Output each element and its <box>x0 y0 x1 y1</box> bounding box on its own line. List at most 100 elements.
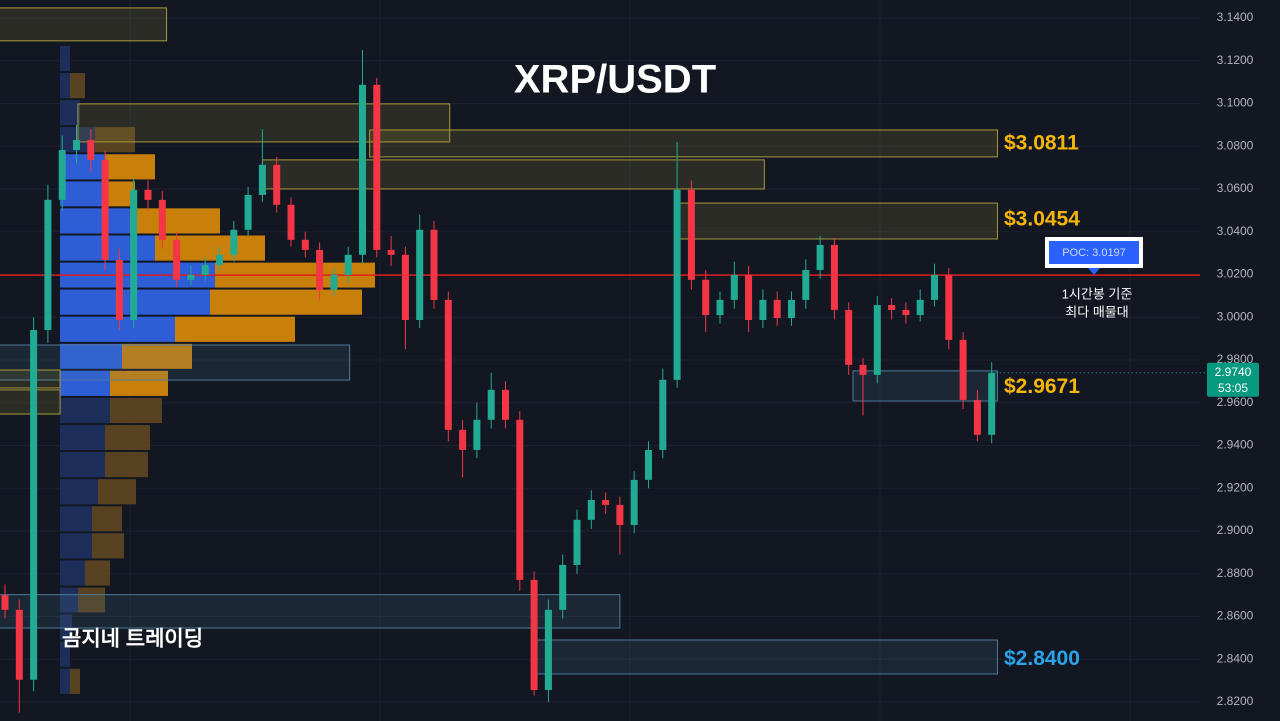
profile-buy <box>60 343 122 369</box>
poc-note: 최다 매물대 <box>1065 304 1128 319</box>
candle-body <box>58 150 66 200</box>
poc-label: POC: 3.0197 <box>1062 247 1126 259</box>
candle-body <box>387 249 395 255</box>
candle-body <box>416 229 424 320</box>
candle-body <box>973 399 981 435</box>
profile-sell <box>70 73 85 99</box>
candle-body <box>716 299 724 316</box>
y-tick-label: 2.8200 <box>1217 694 1254 708</box>
candle-body <box>44 199 52 331</box>
candle-body <box>630 479 638 525</box>
y-tick-label: 3.0400 <box>1217 224 1254 238</box>
candle-body <box>216 254 223 265</box>
y-tick-label: 2.9400 <box>1217 438 1254 452</box>
profile-buy <box>60 100 80 126</box>
candle-body <box>902 309 910 316</box>
profile-sell <box>122 343 192 369</box>
profile-buy <box>60 641 70 667</box>
candle-body <box>1 595 9 610</box>
plot: 3.1400 3.1200 3.1000 3.0800 3.0600 3.0400 3.02… <box>0 7 1259 713</box>
candle-body <box>802 269 810 300</box>
zone <box>0 7 168 42</box>
candle-body <box>859 364 867 375</box>
profile-buy <box>60 397 110 424</box>
zone <box>0 344 351 381</box>
candle-body <box>173 239 181 280</box>
profile-buy <box>60 208 130 234</box>
candle-body <box>287 204 295 240</box>
candle-body <box>931 274 938 300</box>
candle-body <box>301 239 309 250</box>
profile-buy <box>60 370 110 396</box>
candle-body <box>244 194 252 230</box>
candle-body <box>587 499 595 520</box>
zone <box>261 159 765 190</box>
zone <box>0 389 61 415</box>
profile-sell <box>110 397 162 424</box>
candle-body <box>845 309 853 365</box>
profile-buy <box>60 560 85 586</box>
candle-body <box>816 244 824 270</box>
candle-body <box>573 519 581 565</box>
profile-buy <box>60 73 70 99</box>
candle-body <box>830 244 838 310</box>
candle-body <box>144 189 152 200</box>
candle-body <box>516 419 524 580</box>
profile-sell <box>105 181 135 207</box>
candle-body <box>373 84 381 250</box>
poc-note: 1시간봉 기준 <box>1062 286 1133 301</box>
profile-sell <box>130 208 220 234</box>
candle-body <box>187 274 195 280</box>
y-tick-label: 2.8600 <box>1217 609 1254 623</box>
candle-body <box>602 499 610 505</box>
zone-label: $2.9671 <box>1004 375 1080 398</box>
y-tick-label: 3.1200 <box>1217 53 1254 67</box>
y-tick-label: 3.0000 <box>1217 309 1254 323</box>
candle-body <box>201 264 209 275</box>
candle-body <box>30 330 38 680</box>
profile-buy <box>60 45 70 72</box>
profile-buy <box>60 479 98 505</box>
candle-body <box>130 189 138 320</box>
candle-body <box>730 274 738 300</box>
profile-sell <box>85 560 110 586</box>
candle-body <box>687 189 695 280</box>
profile-sell <box>105 154 155 180</box>
profile-buy <box>60 668 70 694</box>
candle-body <box>444 299 452 430</box>
zone <box>369 129 998 158</box>
candle-body <box>87 140 95 160</box>
y-tick-label: 3.0600 <box>1217 181 1254 195</box>
candle-body <box>544 609 552 691</box>
chart-title: XRP/USDT <box>514 58 716 102</box>
candle-body <box>759 299 767 320</box>
profile-buy <box>60 452 105 478</box>
profile-sell <box>92 506 122 532</box>
zone <box>77 103 451 143</box>
candle-body <box>459 429 467 450</box>
profile-sell <box>210 289 362 315</box>
candle-body <box>959 339 967 400</box>
candle-body <box>115 259 123 320</box>
candle-body <box>101 159 109 260</box>
y-tick-label: 2.8800 <box>1217 566 1254 580</box>
profile-sell <box>92 533 124 559</box>
zone <box>852 370 998 402</box>
candle-body <box>559 564 567 610</box>
candle-body <box>158 199 166 240</box>
y-tick-label: 3.0800 <box>1217 138 1254 152</box>
candle-body <box>702 279 710 316</box>
candle-body <box>888 305 896 310</box>
profile-buy <box>60 533 92 559</box>
candle-body <box>73 140 80 151</box>
candle-body <box>258 164 266 195</box>
candle-body <box>487 389 495 420</box>
profile-sell <box>175 316 295 342</box>
profile-buy <box>60 154 105 180</box>
poc-box-inner <box>1049 241 1139 264</box>
zone <box>0 594 621 629</box>
zone <box>535 639 998 675</box>
candle-body <box>359 84 366 255</box>
profile-sell <box>105 425 150 451</box>
